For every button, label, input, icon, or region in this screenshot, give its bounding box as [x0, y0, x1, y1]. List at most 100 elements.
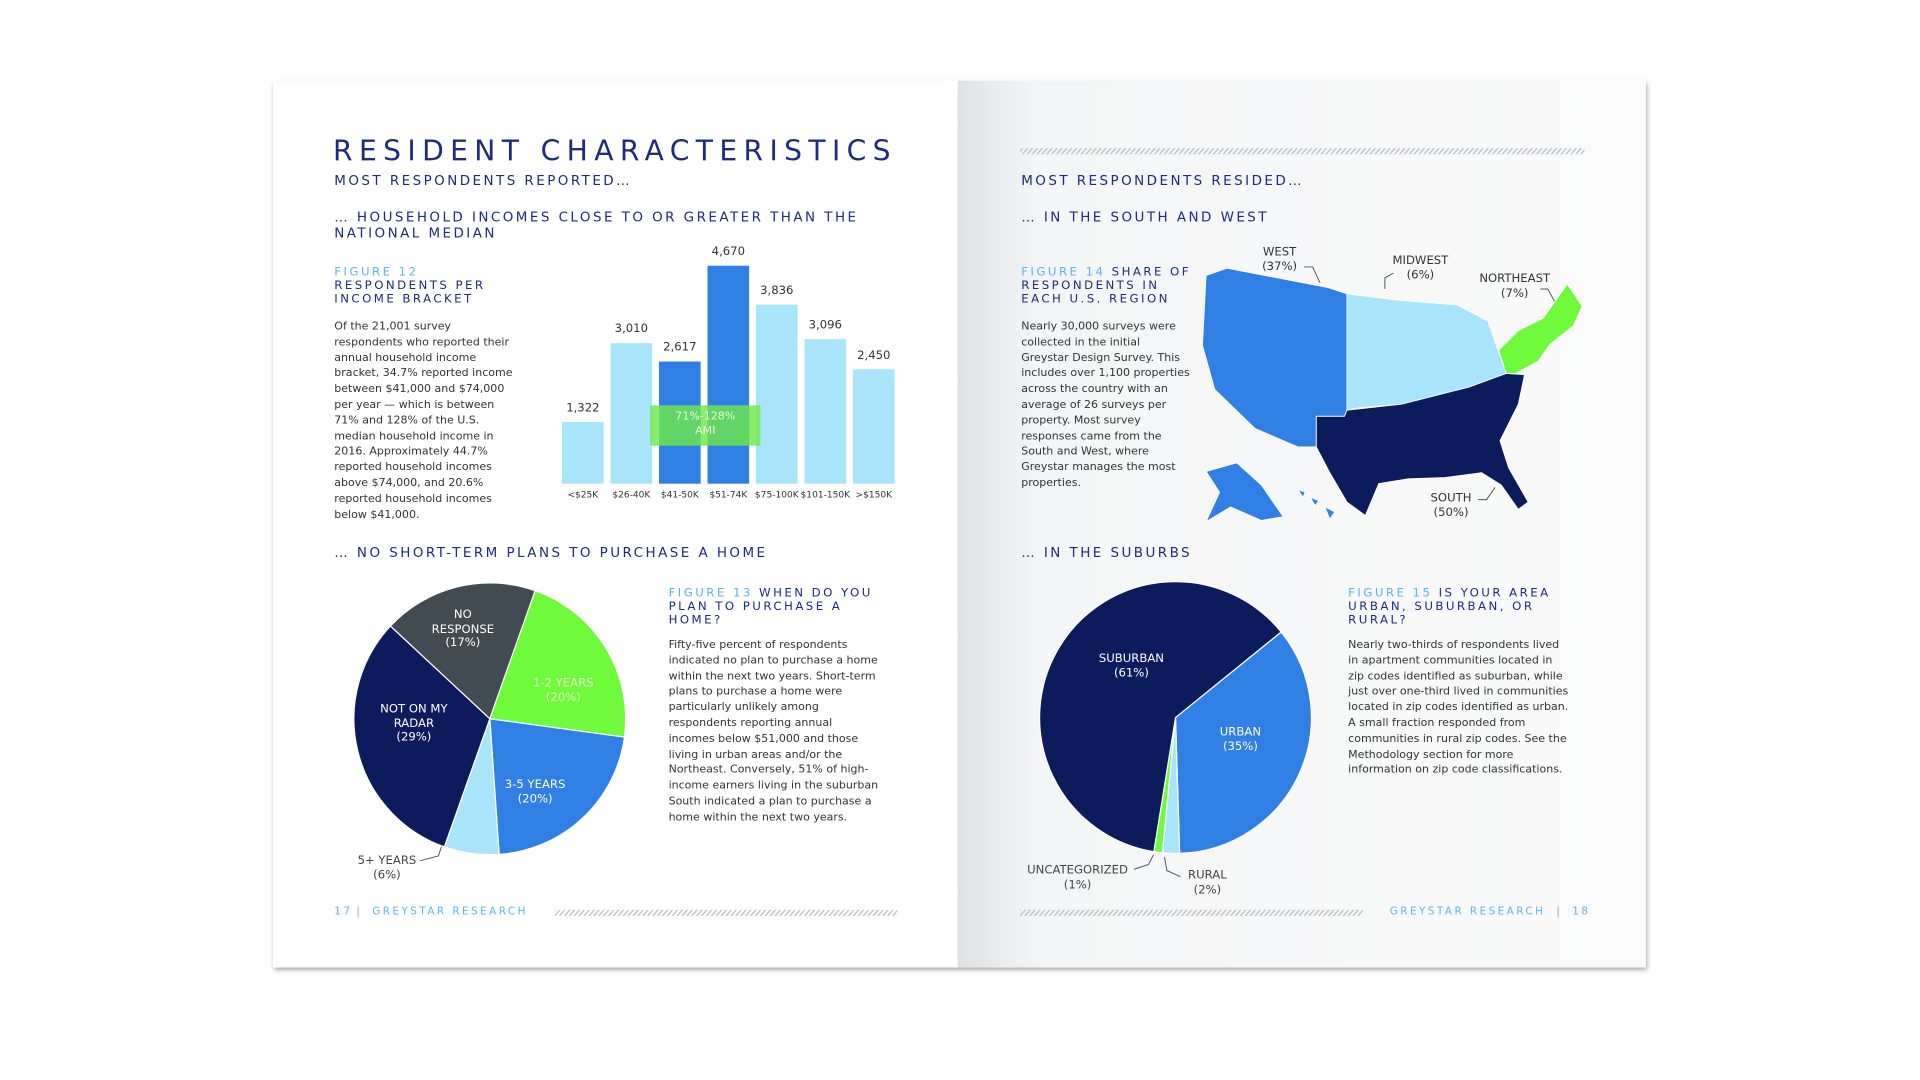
- leader-line: [1384, 272, 1394, 289]
- annotation: 71%-128% AMI: [675, 410, 736, 438]
- figure-title: WHEN DO YOU PLAN TO PURCHASE A HOME?: [668, 586, 873, 627]
- slice-value: (20%): [517, 792, 553, 806]
- slice-label: URBAN (35%): [1198, 726, 1284, 754]
- region-label: NORTHEAST (7%): [1472, 272, 1558, 300]
- slice-category: NO RESPONSE: [431, 608, 495, 636]
- pie-slice: [1038, 581, 1282, 853]
- x-tick-label: $41-50K: [660, 488, 699, 500]
- slice-value: (61%): [1113, 666, 1149, 680]
- page-number: 18: [1572, 906, 1591, 919]
- bar: [562, 421, 604, 484]
- region-value: (7%): [1500, 286, 1529, 300]
- slice-value: (35%): [1222, 739, 1258, 754]
- leader-line: [419, 844, 443, 862]
- figure-number: FIGURE 12: [334, 265, 419, 280]
- slice-value: (2%): [1193, 882, 1222, 897]
- figure-number: FIGURE 13: [668, 586, 753, 600]
- slice-value: (17%): [445, 636, 481, 650]
- subtitle: MOST RESPONDENTS REPORTED…: [334, 172, 633, 189]
- figure-caption: FIGURE 15 IS YOUR AREA URBAN, SUBURBAN, …: [1348, 587, 1556, 627]
- slice-label: SUBURBAN (61%): [1082, 652, 1180, 680]
- slice-label: NO RESPONSE (17%): [426, 608, 499, 650]
- slice-value: (20%): [545, 690, 581, 705]
- footer-brand: GREYSTAR RESEARCH: [372, 906, 528, 919]
- figure-caption: FIGURE 14 SHARE OF RESPONDENTS IN EACH U…: [1021, 266, 1192, 306]
- leader-line: [1540, 288, 1556, 303]
- figure-description: Fifty-five percent of respondents indica…: [668, 639, 879, 824]
- footer-separator: |: [1556, 906, 1563, 919]
- slice-label: 3-5 YEARS (20%): [492, 778, 578, 806]
- figure-number: FIGURE 14: [1021, 265, 1106, 280]
- x-tick-label: $75-100K: [754, 488, 799, 500]
- region-value: (37%): [1262, 259, 1298, 274]
- annotation-band: [650, 405, 761, 446]
- pie-slice: [1174, 631, 1313, 855]
- slice-value: (1%): [1063, 877, 1092, 892]
- section-heading: … NO SHORT-TERM PLANS TO PURCHASE A HOME: [334, 544, 768, 561]
- hatch-rule: [554, 909, 898, 916]
- x-tick-label: $51-74K: [709, 488, 748, 500]
- value-label: 3,096: [808, 318, 842, 333]
- pie-slice: [488, 589, 627, 738]
- section-heading: … HOUSEHOLD INCOMES CLOSE TO OR GREATER …: [334, 209, 859, 242]
- figure-title: RESPONDENTS PER INCOME BRACKET: [334, 279, 486, 307]
- pie-slice: [489, 718, 626, 856]
- leader-line: [1477, 487, 1496, 501]
- value-label: 3,010: [614, 322, 648, 337]
- region-value: (6%): [1406, 268, 1435, 282]
- section-heading: … IN THE SOUTH AND WEST: [1021, 209, 1269, 226]
- slice-label: 1-2 YEARS (20%): [520, 677, 606, 705]
- hatch-rule: [1020, 148, 1585, 155]
- figure-description: Nearly two-thirds of respondents lived i…: [1348, 639, 1569, 777]
- leader-lines: [419, 266, 1556, 878]
- slice-value: (29%): [396, 730, 432, 745]
- footer-brand: GREYSTAR RESEARCH: [1389, 906, 1546, 919]
- subtitle: MOST RESPONDENTS RESIDED…: [1021, 172, 1305, 189]
- section-heading: … IN THE SUBURBS: [1021, 544, 1193, 561]
- figure-description: Of the 21,001 survey respondents who rep…: [334, 320, 513, 522]
- region-name: MIDWEST: [1392, 254, 1449, 268]
- slice-category: 3-5 YEARS: [504, 778, 566, 792]
- region-label: SOUTH (50%): [1414, 492, 1487, 520]
- right-page: [957, 80, 1646, 968]
- value-label: 2,450: [857, 348, 891, 363]
- figure-description: Nearly 30,000 surveys were collected in …: [1021, 320, 1190, 490]
- value-label: 3,836: [760, 284, 794, 298]
- value-label: 4,670: [711, 245, 745, 259]
- slice-label: RURAL (2%): [1177, 869, 1238, 897]
- x-tick-label: $101-150K: [800, 488, 851, 500]
- figure-title: IS YOUR AREA URBAN, SUBURBAN, OR RURAL?: [1348, 586, 1551, 627]
- leader-line: [1133, 854, 1154, 870]
- value-label: 1,322: [566, 401, 600, 415]
- slice-category: 1-2 YEARS: [532, 676, 594, 690]
- slice-category: UNCATEGORIZED: [1027, 863, 1128, 878]
- slice-category: NOT ON MY RADAR: [380, 702, 448, 731]
- hatch-rule: [1020, 909, 1363, 916]
- page-number: 17: [334, 906, 353, 919]
- pie-slice: [389, 582, 536, 720]
- left-page: [273, 80, 958, 968]
- slice-category: URBAN: [1219, 725, 1262, 739]
- region-label: MIDWEST (6%): [1378, 254, 1464, 282]
- value-label: 2,617: [663, 341, 697, 355]
- slice-category: SUBURBAN: [1098, 652, 1164, 666]
- region-value: (50%): [1433, 505, 1469, 520]
- x-tick-label: >$150K: [855, 488, 893, 500]
- slice-label: NOT ON MY RADAR (29%): [376, 703, 452, 745]
- bar: [804, 339, 847, 484]
- region-name: SOUTH: [1430, 491, 1472, 506]
- footer-separator: |: [356, 906, 363, 919]
- bar: [707, 265, 750, 484]
- page-title: RESIDENT CHARACTERISTICS: [333, 135, 897, 168]
- region-name: NORTHEAST: [1479, 272, 1551, 286]
- leader-line: [1164, 857, 1181, 878]
- figure-caption: FIGURE 12 RESPONDENTS PER INCOME BRACKET: [334, 266, 518, 306]
- bar: [756, 304, 798, 484]
- pie-slice: [353, 625, 491, 848]
- leader-line: [1304, 266, 1321, 284]
- map-region: [1498, 283, 1583, 374]
- slice-label: UNCATEGORIZED (1%): [1016, 864, 1138, 892]
- slice-label: 5+ YEARS (6%): [344, 854, 430, 882]
